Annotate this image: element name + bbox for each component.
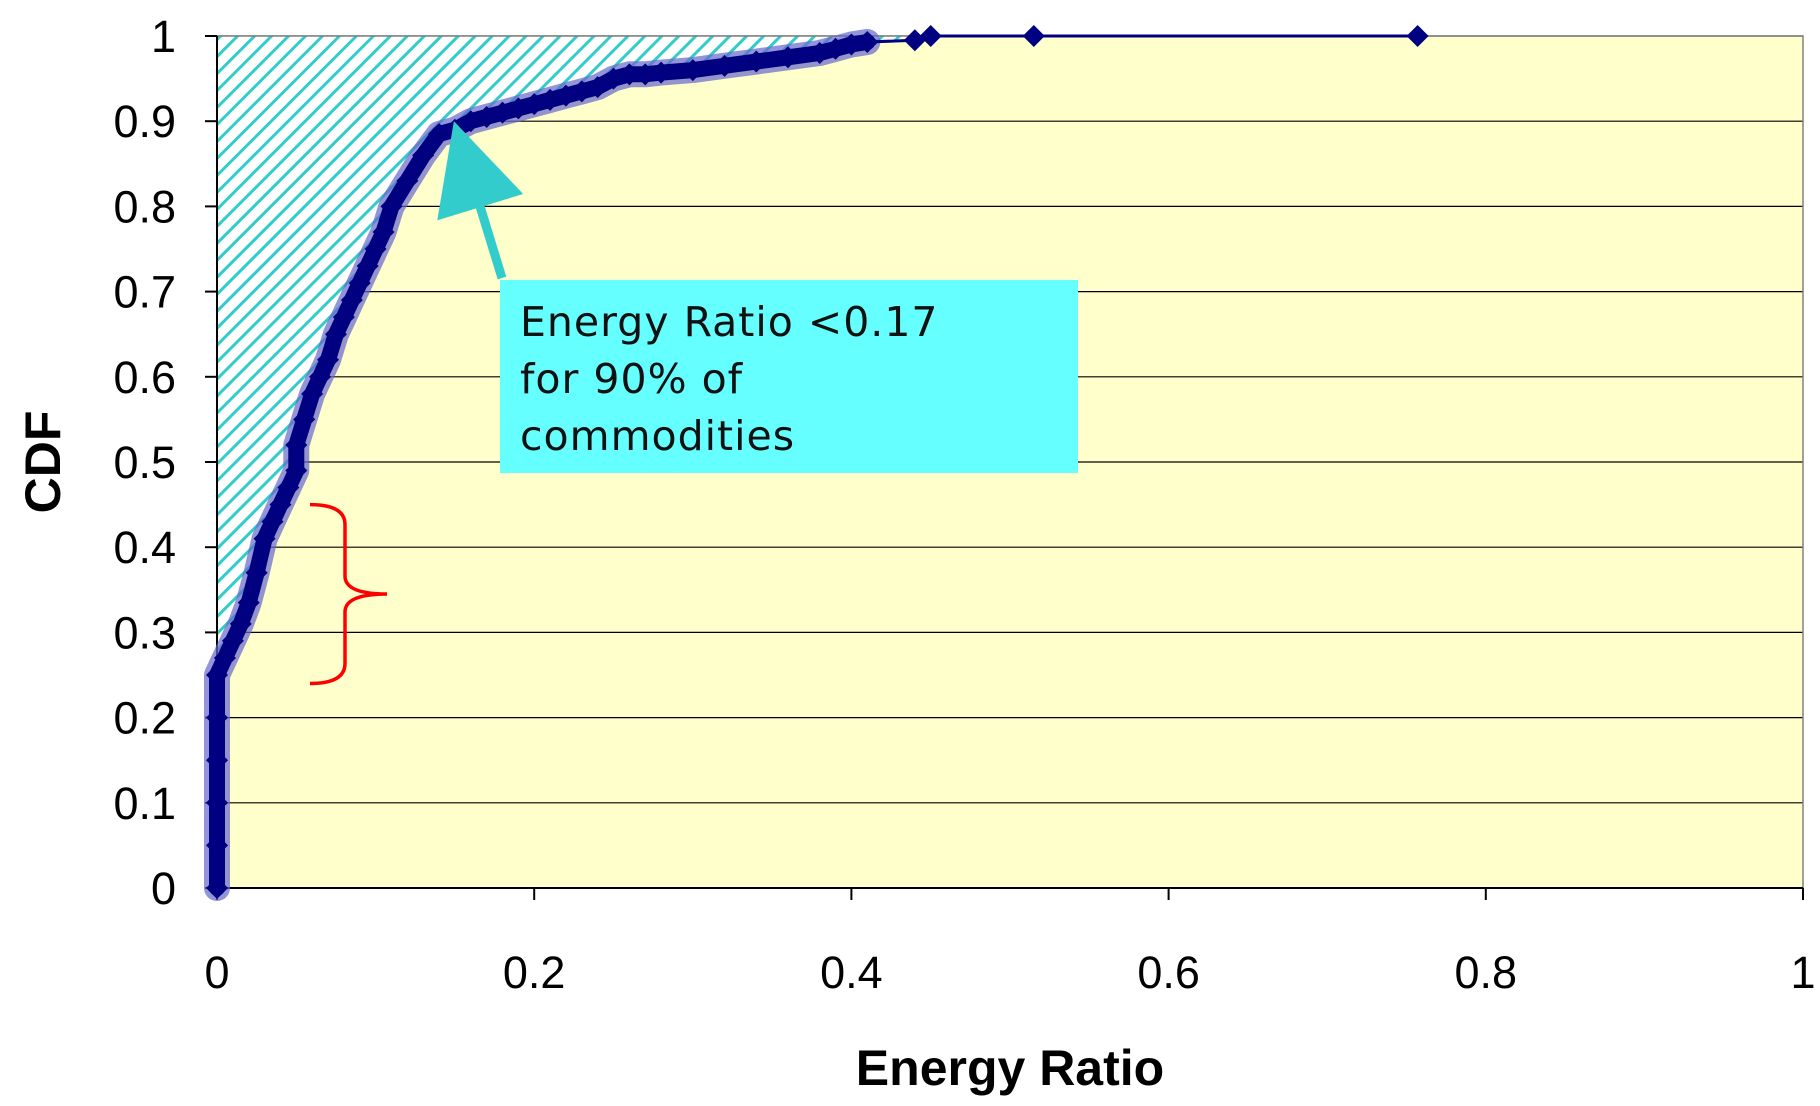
data-point <box>348 272 371 295</box>
series-line-path <box>215 34 1418 888</box>
data-point <box>206 664 228 686</box>
callout-line-1: Energy Ratio <0.17 <box>520 298 939 346</box>
data-point <box>776 46 799 69</box>
x-tick-label: 0.2 <box>503 947 566 998</box>
data-point <box>618 63 641 86</box>
y-tick-labels: 0 0.1 0.2 0.3 0.4 0.5 0.6 0.7 0.8 0.9 1 <box>113 11 176 914</box>
series-markers <box>206 25 1429 899</box>
x-tick-label: 0.6 <box>1137 947 1200 998</box>
y-tick-label: 0.8 <box>113 181 176 232</box>
y-tick-label: 0.1 <box>113 778 176 829</box>
data-point <box>491 101 514 124</box>
data-point <box>340 289 363 312</box>
data-point <box>412 144 435 167</box>
x-tick-label: 0.8 <box>1455 947 1518 998</box>
data-point <box>396 169 419 192</box>
bracket-annotation <box>309 502 388 686</box>
y-axis-title: CDF <box>15 411 71 514</box>
data-point <box>277 476 300 499</box>
data-point <box>293 408 316 431</box>
data-point <box>523 93 546 116</box>
x-tick-label: 0.4 <box>820 947 883 998</box>
data-point <box>919 25 942 47</box>
data-point <box>507 97 530 120</box>
data-point <box>206 706 228 729</box>
data-point <box>903 29 926 52</box>
data-point <box>206 791 228 814</box>
y-tick-label: 0.7 <box>113 267 176 318</box>
data-point <box>824 37 847 60</box>
y-tick-label: 0.4 <box>113 522 176 573</box>
data-point <box>681 59 704 82</box>
data-point <box>650 61 673 84</box>
data-point <box>269 493 292 516</box>
data-point <box>364 238 387 260</box>
data-point <box>586 76 609 99</box>
callout-line-2: for 90% of <box>520 355 744 403</box>
data-point <box>206 877 228 899</box>
data-point <box>745 50 768 73</box>
data-point <box>602 67 625 90</box>
data-point <box>808 42 831 65</box>
x-tick-label: 1 <box>1790 947 1815 998</box>
data-point <box>539 88 562 111</box>
x-tick-labels: 0 0.2 0.4 0.6 0.8 1 <box>204 947 1815 998</box>
callout-box: Energy Ratio <0.17 for 90% of commoditie… <box>500 280 1078 473</box>
y-tick-label: 1 <box>151 11 176 62</box>
data-point <box>206 749 228 772</box>
data-point <box>372 220 395 243</box>
data-point <box>221 629 244 652</box>
data-point <box>309 365 332 388</box>
y-tick-label: 0.5 <box>113 437 176 488</box>
data-point <box>229 612 252 635</box>
data-point <box>301 382 324 405</box>
data-point <box>213 646 236 669</box>
data-point <box>206 834 228 857</box>
data-point <box>634 63 657 86</box>
data-point <box>840 33 863 56</box>
y-tick-label: 0.6 <box>113 352 176 403</box>
data-point <box>554 84 577 107</box>
callout-arrow <box>437 121 524 280</box>
data-point <box>285 433 308 456</box>
data-point <box>1406 25 1429 47</box>
data-point <box>332 306 355 329</box>
data-point <box>380 195 403 218</box>
data-point <box>261 510 284 533</box>
callout-line-3: commodities <box>520 412 796 460</box>
data-point <box>317 348 340 371</box>
y-tick-label: 0.3 <box>113 607 176 658</box>
data-point <box>324 323 347 346</box>
data-point <box>237 591 260 614</box>
y-tick-label: 0 <box>151 863 176 914</box>
x-tick-label: 0 <box>204 947 229 998</box>
data-point <box>356 255 379 278</box>
data-point <box>245 561 268 584</box>
data-point <box>713 54 736 77</box>
y-tick-label: 0.2 <box>113 693 176 744</box>
data-point <box>856 30 879 53</box>
shaded-region <box>217 36 1418 888</box>
data-point <box>1022 25 1045 47</box>
data-point <box>285 459 308 482</box>
y-tick-label: 0.9 <box>113 96 176 147</box>
x-axis-title: Energy Ratio <box>856 1040 1164 1096</box>
data-point <box>570 80 593 103</box>
data-point <box>253 527 276 550</box>
